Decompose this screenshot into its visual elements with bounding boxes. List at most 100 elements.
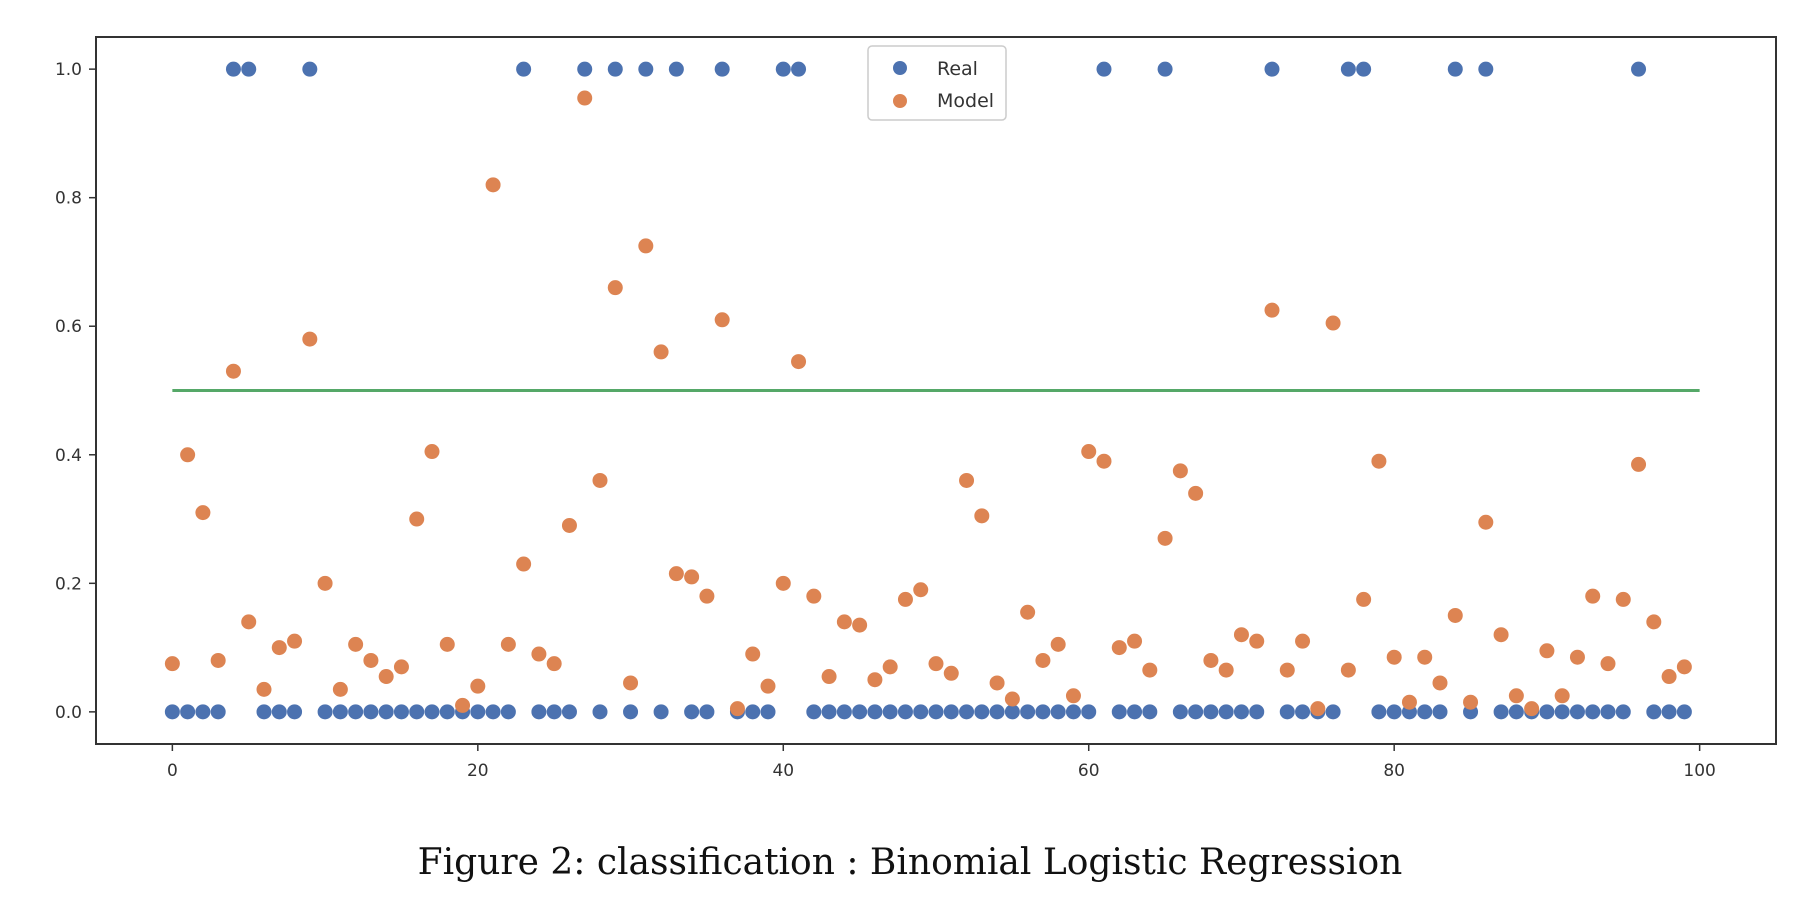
point-model-93 [1585, 588, 1601, 604]
point-real-11 [332, 704, 348, 720]
x-tick-label-1: 20 [467, 761, 489, 781]
point-model-44 [836, 614, 852, 630]
point-model-33 [668, 566, 684, 582]
point-real-95 [1615, 704, 1631, 720]
y-tick-label-4: 0.8 [55, 189, 82, 209]
point-model-0 [164, 656, 180, 672]
point-model-27 [577, 90, 593, 106]
legend-label-real: Real [937, 58, 978, 80]
point-real-33 [668, 61, 684, 77]
point-real-79 [1371, 704, 1387, 720]
point-real-54 [989, 704, 1005, 720]
point-model-46 [867, 672, 883, 688]
x-tick-label-3: 60 [1078, 761, 1100, 781]
point-model-14 [378, 669, 394, 685]
legend-label-model: Model [937, 90, 994, 112]
point-real-14 [378, 704, 394, 720]
point-model-45 [852, 617, 868, 633]
point-model-31 [638, 238, 654, 254]
point-model-95 [1615, 591, 1631, 607]
point-model-86 [1478, 514, 1494, 530]
point-real-77 [1340, 61, 1356, 77]
point-model-23 [516, 556, 532, 572]
point-real-69 [1218, 704, 1234, 720]
point-real-8 [287, 704, 303, 720]
point-real-93 [1585, 704, 1601, 720]
y-tick-label-2: 0.4 [55, 446, 82, 466]
point-model-71 [1249, 633, 1265, 649]
point-model-15 [393, 659, 409, 675]
point-real-92 [1569, 704, 1585, 720]
legend-marker-real [893, 61, 907, 75]
point-real-49 [913, 704, 929, 720]
y-tick-label-5: 1.0 [55, 60, 82, 80]
point-real-47 [882, 704, 898, 720]
point-model-75 [1310, 701, 1326, 717]
point-model-58 [1050, 636, 1066, 652]
point-model-38 [745, 646, 761, 662]
marks-layer [164, 61, 1700, 720]
point-model-39 [760, 678, 776, 694]
point-real-58 [1050, 704, 1066, 720]
point-model-57 [1035, 652, 1051, 668]
point-real-73 [1279, 704, 1295, 720]
point-real-2 [195, 704, 211, 720]
point-real-53 [974, 704, 990, 720]
point-model-59 [1065, 688, 1081, 704]
point-model-72 [1264, 302, 1280, 318]
point-real-50 [928, 704, 944, 720]
point-real-6 [256, 704, 272, 720]
point-model-4 [225, 363, 241, 379]
point-model-28 [592, 472, 608, 488]
point-real-13 [363, 704, 379, 720]
point-model-19 [455, 697, 471, 713]
point-real-65 [1157, 61, 1173, 77]
point-real-98 [1661, 704, 1677, 720]
point-model-26 [561, 517, 577, 533]
point-model-2 [195, 505, 211, 521]
point-model-13 [363, 652, 379, 668]
point-real-99 [1676, 704, 1692, 720]
point-real-90 [1539, 704, 1555, 720]
point-model-97 [1646, 614, 1662, 630]
point-model-61 [1096, 453, 1112, 469]
point-real-94 [1600, 704, 1616, 720]
x-tick-label-0: 0 [167, 761, 178, 781]
point-real-5 [241, 61, 257, 77]
point-model-20 [470, 678, 486, 694]
point-model-24 [531, 646, 547, 662]
point-model-70 [1233, 627, 1249, 643]
point-model-94 [1600, 656, 1616, 672]
point-model-42 [806, 588, 822, 604]
point-model-29 [607, 280, 623, 296]
point-model-47 [882, 659, 898, 675]
point-model-84 [1447, 607, 1463, 623]
point-model-65 [1157, 530, 1173, 546]
point-real-66 [1172, 704, 1188, 720]
point-real-25 [546, 704, 562, 720]
point-real-97 [1646, 704, 1662, 720]
point-real-32 [653, 704, 669, 720]
point-model-34 [684, 569, 700, 585]
point-real-44 [836, 704, 852, 720]
point-model-32 [653, 344, 669, 360]
point-model-1 [180, 447, 196, 463]
point-real-46 [867, 704, 883, 720]
point-real-22 [500, 704, 516, 720]
point-model-55 [1004, 691, 1020, 707]
point-model-52 [959, 472, 975, 488]
y-tick-label-0: 0.0 [55, 703, 82, 723]
point-model-40 [775, 575, 791, 591]
point-real-24 [531, 704, 547, 720]
point-model-10 [317, 575, 333, 591]
point-model-66 [1172, 463, 1188, 479]
legend: Real Model [867, 45, 1007, 121]
point-model-36 [714, 312, 730, 328]
point-real-45 [852, 704, 868, 720]
point-real-63 [1127, 704, 1143, 720]
point-model-74 [1295, 633, 1311, 649]
point-real-55 [1004, 704, 1020, 720]
point-model-30 [623, 675, 639, 691]
point-model-73 [1279, 662, 1295, 678]
